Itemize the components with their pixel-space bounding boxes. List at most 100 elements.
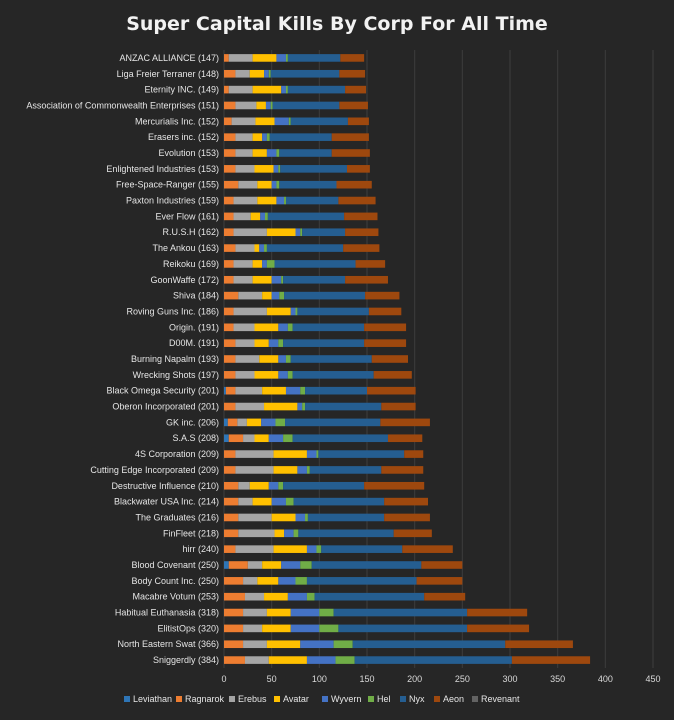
bar-segment — [233, 307, 267, 316]
category-label: S.A.S (208) — [172, 433, 219, 443]
bar-segment — [262, 386, 286, 395]
x-tick-label: 50 — [267, 674, 277, 684]
category-label: Blackwater USA Inc. (214) — [114, 497, 219, 507]
legend-swatch — [434, 696, 440, 702]
bar-segment — [467, 624, 530, 633]
bar-segment — [384, 497, 429, 506]
bar-segment — [340, 54, 365, 62]
bar-segment — [283, 481, 365, 490]
bar-segment — [300, 386, 306, 395]
bar-segment — [288, 117, 291, 126]
category-label: GK inc. (206) — [166, 417, 219, 427]
bar-segment — [381, 402, 416, 411]
bar-segment — [246, 418, 262, 427]
category-label: Cutting Edge Incorporated (209) — [90, 465, 219, 475]
category-label: Reikoku (169) — [163, 259, 219, 269]
bar-segment — [284, 291, 366, 300]
bar-segment — [224, 85, 229, 94]
bar-segment — [238, 291, 263, 300]
bar-segment — [235, 402, 265, 411]
bar-segment — [273, 165, 279, 173]
bar-segment — [316, 545, 322, 553]
bar-segment — [421, 561, 463, 569]
bar-segment — [318, 450, 405, 458]
legend-item: Aeon — [434, 694, 464, 704]
bar-segment — [238, 180, 258, 189]
bar-segment — [235, 450, 274, 458]
legend-item: Erebus — [229, 694, 267, 704]
bar-segment — [243, 577, 258, 585]
bar-segment — [235, 339, 255, 347]
bar-segment — [287, 371, 293, 379]
legend-label: Wyvern — [331, 694, 361, 704]
category-label: Burning Napalm (193) — [131, 354, 219, 364]
category-label: Liga Freier Terraner (148) — [117, 69, 219, 79]
bar-segment — [238, 481, 250, 490]
bar-segment — [235, 466, 274, 474]
bar-segment — [274, 117, 289, 126]
bar-segment — [227, 418, 238, 427]
bar-segment — [271, 275, 282, 284]
bar-segment — [345, 228, 379, 237]
category-label: Body Count Inc. (250) — [131, 576, 219, 586]
category-label: ANZAC ALLIANCE (147) — [119, 53, 219, 63]
legend-item: Wyvern — [322, 694, 361, 704]
bar-segment — [295, 228, 301, 237]
bar-segment — [254, 339, 269, 347]
bar-segment — [257, 180, 272, 189]
bar-segment — [266, 133, 270, 141]
bar-segment — [345, 85, 367, 94]
bar-segment — [231, 117, 256, 126]
bar-segment — [249, 69, 265, 78]
category-label: Oberon Incorporated (201) — [112, 402, 219, 412]
bar-segment — [302, 402, 306, 411]
category-label: D00M. (191) — [169, 338, 219, 348]
bar-segment — [302, 228, 346, 237]
bar-segment — [224, 608, 244, 617]
legend-item: Revenant — [472, 694, 520, 704]
bar-segment — [273, 466, 298, 474]
bar-segment — [252, 260, 263, 268]
bar-segment — [262, 133, 267, 141]
category-label: GoonWaffe (172) — [150, 275, 219, 285]
bar-segment — [233, 275, 253, 284]
bar-segment — [224, 69, 236, 78]
bar-segment — [224, 497, 239, 506]
bar-segment — [365, 291, 400, 300]
bar-segment — [305, 386, 367, 395]
legend-label: Avatar — [283, 694, 309, 704]
bar-segment — [276, 180, 280, 189]
bar-segment — [252, 497, 272, 506]
category-label: Blood Covenant (250) — [131, 560, 219, 570]
legend-swatch — [274, 696, 280, 702]
bar-segment — [287, 54, 341, 62]
bar-segment — [293, 529, 299, 538]
bar-segment — [262, 291, 272, 300]
bar-segment — [316, 450, 319, 458]
bar-segment — [252, 54, 277, 62]
bar-segment — [331, 149, 370, 157]
bar-segment — [224, 117, 232, 126]
bar-segment — [224, 291, 239, 300]
bars — [224, 54, 591, 664]
category-label: Macabre Votum (253) — [132, 592, 219, 602]
bar-segment — [305, 513, 308, 522]
x-tick-label: 0 — [221, 674, 226, 684]
bar-segment — [238, 513, 272, 522]
bar-segment — [275, 418, 286, 427]
bar-segment — [224, 592, 245, 601]
bar-segment — [224, 260, 234, 268]
bar-segment — [266, 149, 277, 157]
legend-item: Ragnarok — [176, 694, 225, 704]
bar-segment — [228, 85, 253, 94]
bar-segment — [306, 545, 317, 553]
bar-segment — [290, 117, 348, 126]
bar-segment — [347, 117, 369, 126]
chart-title: Super Capital Kills By Corp For All Time — [126, 13, 548, 35]
bar-segment — [319, 624, 339, 633]
bar-segment — [225, 386, 236, 395]
bar-segment — [307, 513, 385, 522]
x-tick-label: 100 — [312, 674, 327, 684]
legend-swatch — [368, 696, 374, 702]
bar-segment — [364, 481, 425, 490]
